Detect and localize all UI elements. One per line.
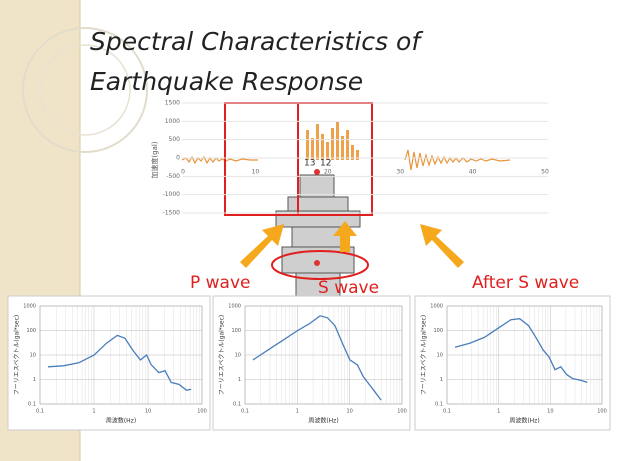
y-tick-label: 10 [235, 353, 241, 359]
y-tick-label: 0.1 [435, 402, 443, 408]
sensor [314, 260, 320, 266]
x-tick-label: 50 [541, 169, 549, 176]
x-tick-label: 10 [252, 169, 260, 176]
y-tick-label: -1000 [163, 191, 181, 198]
x-tick-label: 0 [181, 169, 185, 176]
x-tick-label: 0.1 [241, 409, 249, 415]
annotation: 12 [320, 159, 331, 169]
x-tick-label: 100 [597, 409, 607, 415]
y-axis-label: フーリエスペクトル(gal*sec) [219, 315, 226, 396]
decor-circle [39, 44, 131, 136]
x-tick-label: 100 [197, 409, 207, 415]
y-axis-label: フーリエスペクトル(gal*sec) [14, 315, 21, 396]
after-s-wave-label: After S wave [472, 273, 579, 293]
slide-title: Spectral Characteristics of Earthquake R… [90, 27, 421, 96]
spectrum-panel [414, 295, 611, 431]
x-tick-label: 100 [397, 409, 407, 415]
x-tick-label: 40 [469, 169, 477, 176]
p-wave-label: P wave [190, 273, 251, 293]
waveform-panel [160, 98, 560, 220]
x-tick-label: 30 [396, 169, 404, 176]
y-tick-label: 500 [169, 136, 181, 143]
x-tick-label: 20 [324, 169, 332, 176]
y-axis-label: 加速度(gal) [150, 141, 159, 178]
y-tick-label: 100 [433, 328, 443, 334]
y-tick-label: -1500 [163, 210, 181, 217]
y-tick-label: 0 [176, 155, 180, 162]
y-tick-label: -500 [166, 173, 180, 180]
waveform-s [306, 122, 359, 160]
x-tick-label: 0.1 [443, 409, 451, 415]
decor-circle [22, 27, 148, 153]
x-axis-label: 周波数(Hz) [509, 417, 539, 425]
waveform-after [404, 149, 511, 171]
y-tick-label: 1 [33, 377, 36, 383]
s-wave-label: S wave [318, 278, 379, 298]
y-tick-label: 100 [26, 328, 36, 334]
y-tick-label: 1000 [228, 304, 241, 310]
y-tick-label: 100 [231, 328, 241, 334]
spectrum-curve [454, 318, 588, 384]
x-tick-label: 1 [497, 409, 500, 415]
y-tick-label: 10 [30, 353, 36, 359]
sensor [314, 169, 320, 175]
y-tick-label: 1 [440, 377, 443, 383]
y-tick-label: 1000 [165, 118, 180, 125]
x-tick-label: 10 [145, 409, 151, 415]
highlight-ellipse [271, 250, 369, 280]
spectrum-panel [7, 295, 211, 431]
spectrum-panel [212, 295, 411, 431]
x-tick-label: 10 [346, 409, 352, 415]
spectrum-curve [252, 315, 382, 401]
y-tick-label: 1500 [165, 100, 180, 107]
y-tick-label: 1000 [430, 304, 443, 310]
y-tick-label: 0.1 [233, 402, 241, 408]
x-tick-label: 1 [92, 409, 95, 415]
y-tick-label: 0.1 [28, 402, 36, 408]
x-tick-label: 0.1 [36, 409, 44, 415]
x-tick-label: 10 [547, 409, 553, 415]
x-axis-label: 周波数(Hz) [308, 417, 338, 425]
y-tick-label: 10 [437, 353, 443, 359]
y-axis-label: フーリエスペクトル(gal*sec) [421, 315, 428, 396]
x-tick-label: 1 [296, 409, 299, 415]
annotation: 13 [304, 159, 315, 169]
y-tick-label: 1 [238, 377, 241, 383]
x-axis-label: 周波数(Hz) [106, 417, 136, 425]
spectrum-curve [47, 334, 192, 391]
arrows [240, 221, 464, 268]
y-tick-label: 1000 [23, 304, 36, 310]
